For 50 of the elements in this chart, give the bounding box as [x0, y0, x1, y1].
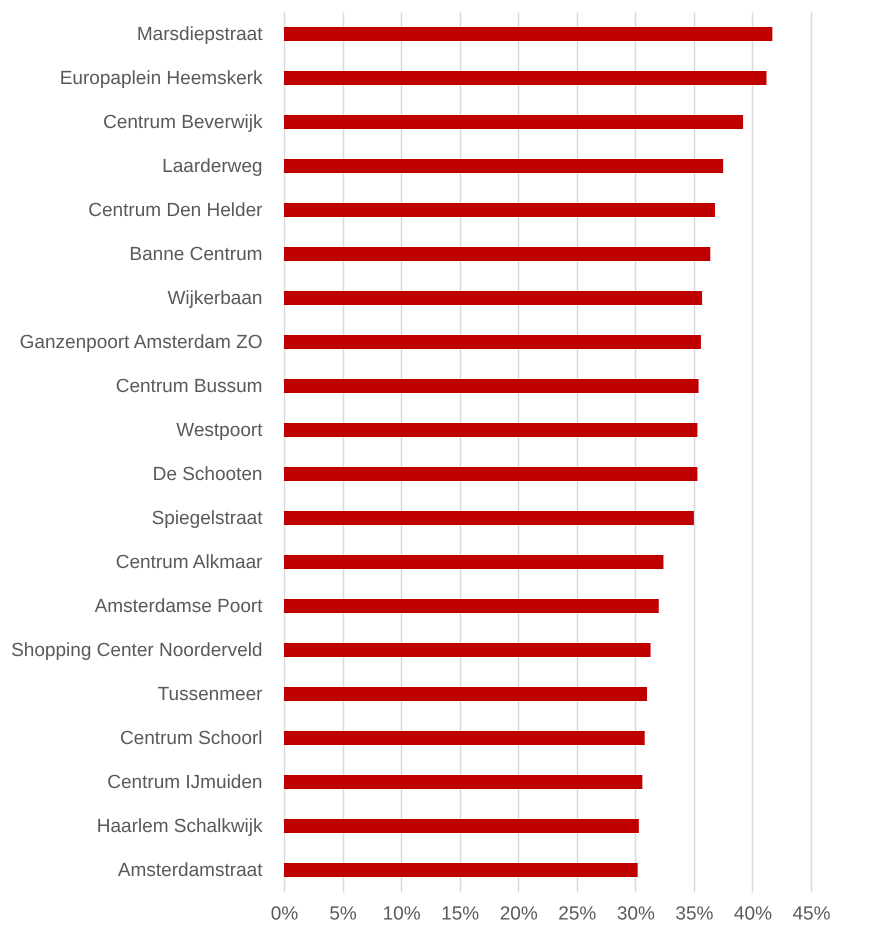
x-tick-label: 45%	[792, 904, 831, 924]
bar	[284, 862, 638, 878]
bar	[284, 642, 651, 658]
y-tick-label: Laarderweg	[162, 156, 262, 177]
bar	[284, 246, 710, 262]
bar	[284, 686, 648, 702]
bar	[284, 334, 701, 350]
bar	[284, 70, 766, 86]
y-tick-label: Amsterdamstraat	[118, 860, 264, 881]
y-tick-label: Tussenmeer	[158, 684, 264, 705]
x-tick-label: 40%	[734, 904, 772, 924]
y-tick-label: Centrum Schoorl	[120, 728, 262, 749]
bar	[284, 818, 639, 834]
bar	[284, 598, 659, 614]
y-tick-label: Centrum Alkmaar	[116, 552, 264, 573]
y-tick-label: Haarlem Schalkwijk	[96, 816, 263, 837]
y-tick-label: Marsdiepstraat	[136, 24, 264, 45]
bar	[284, 422, 698, 438]
y-tick-label: Banne Centrum	[129, 244, 262, 265]
x-tick-label: 35%	[675, 904, 714, 924]
x-tick-label: 10%	[382, 904, 421, 924]
bar	[284, 26, 772, 42]
y-tick-label: Spiegelstraat	[152, 508, 264, 529]
bar	[284, 202, 715, 218]
bar	[284, 378, 699, 394]
bar	[284, 158, 724, 174]
bar	[284, 730, 645, 746]
x-tick-label: 0%	[270, 904, 298, 924]
y-tick-label: Ganzenpoort Amsterdam ZO	[20, 332, 262, 353]
bar	[284, 114, 744, 130]
y-tick-label: Wijkerbaan	[167, 288, 262, 309]
x-tick-label: 20%	[500, 904, 538, 924]
x-tick-label: 25%	[558, 904, 596, 924]
bar	[284, 290, 702, 306]
y-tick-label: Centrum IJmuiden	[107, 772, 262, 793]
y-tick-label: Centrum Bussum	[116, 376, 262, 397]
x-tick-label: 30%	[616, 904, 655, 924]
y-tick-label: Centrum Beverwijk	[103, 112, 263, 133]
y-tick-label: De Schooten	[152, 464, 262, 485]
bar	[284, 510, 694, 526]
bar	[284, 554, 664, 570]
y-tick-label: Westpoort	[176, 420, 264, 441]
x-tick-label: 15%	[441, 904, 480, 924]
y-tick-label: Centrum Den Helder	[88, 200, 264, 221]
y-tick-label: Europaplein Heemskerk	[60, 68, 263, 89]
bar	[284, 466, 698, 482]
x-tick-label: 5%	[329, 904, 357, 924]
bar	[284, 774, 642, 790]
y-tick-label: Shopping Center Noorderveld	[11, 640, 262, 661]
y-tick-label: Amsterdamse Poort	[94, 596, 264, 617]
